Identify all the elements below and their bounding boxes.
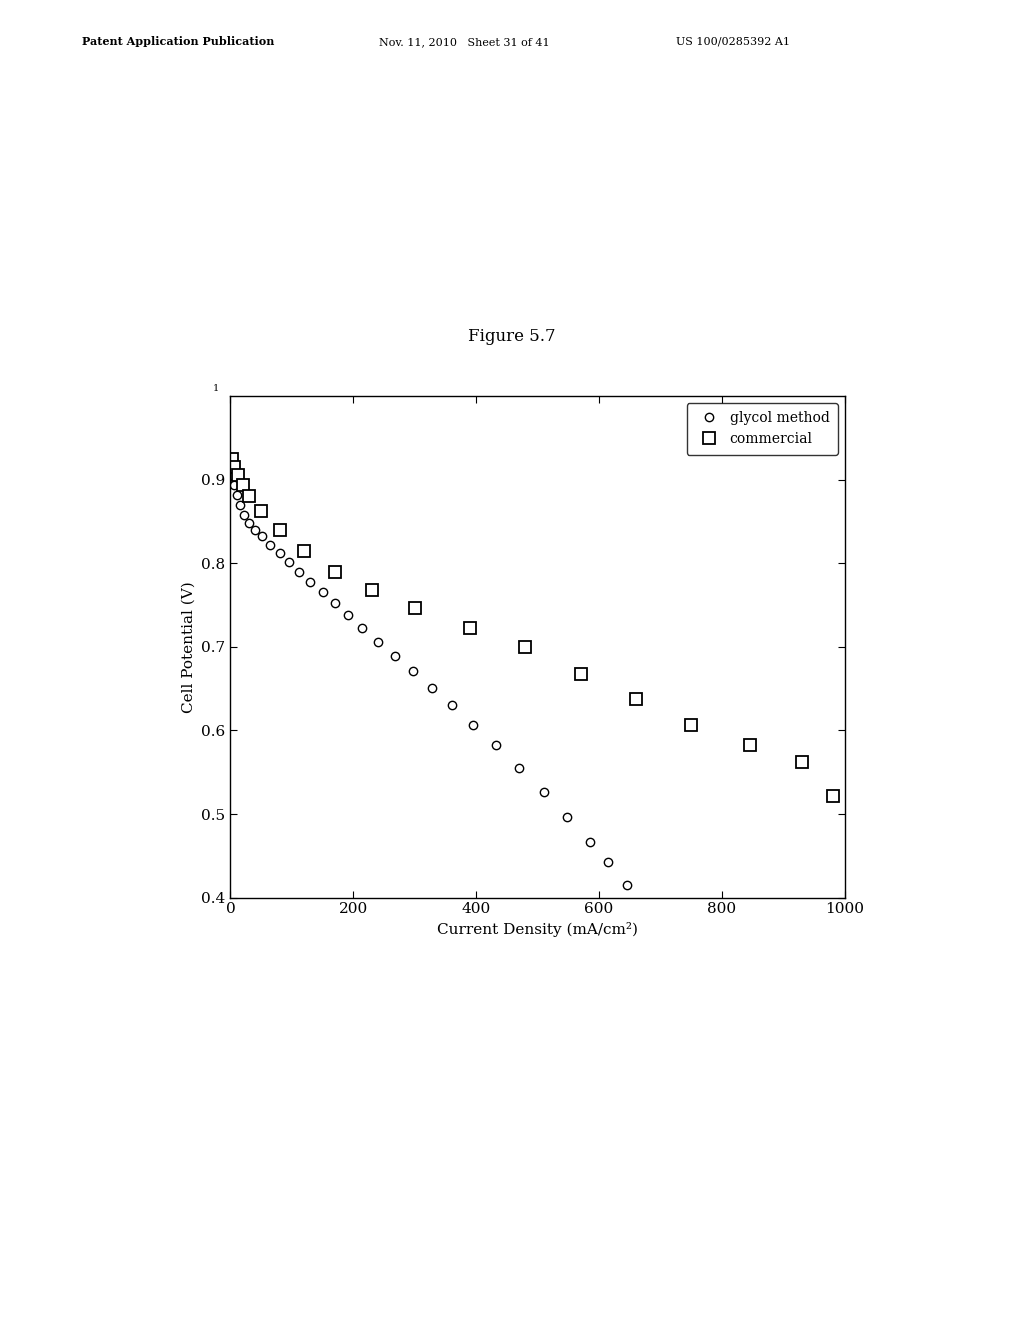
commercial [237,478,249,494]
glycol method [230,487,243,503]
glycol method [445,697,458,713]
commercial [630,690,642,706]
X-axis label: Current Density (mA/cm²): Current Density (mA/cm²) [437,921,638,937]
glycol method [316,585,329,601]
Text: Patent Application Publication: Patent Application Publication [82,36,274,48]
glycol method [228,478,241,494]
commercial [574,665,587,681]
glycol method [304,574,316,590]
glycol method [621,876,633,892]
glycol method [329,595,341,611]
glycol method [264,537,276,553]
commercial [329,564,341,579]
Text: US 100/0285392 A1: US 100/0285392 A1 [676,37,790,48]
glycol method [273,545,286,561]
glycol method [467,717,479,733]
glycol method [513,760,525,776]
Text: 1: 1 [213,384,219,393]
glycol method [538,784,550,800]
commercial [796,754,808,770]
glycol method [356,620,369,636]
commercial [298,543,310,558]
glycol method [389,648,401,664]
commercial [228,459,241,475]
glycol method [489,738,502,754]
commercial [685,718,697,734]
commercial [366,582,378,598]
glycol method [234,496,247,512]
commercial [231,467,244,483]
glycol method [225,467,238,483]
commercial [255,503,267,519]
glycol method [342,607,354,623]
glycol method [561,809,573,825]
glycol method [249,521,261,537]
commercial [826,788,839,804]
glycol method [238,507,250,523]
commercial [464,620,476,636]
commercial [743,738,756,754]
glycol method [602,854,614,870]
glycol method [407,663,419,678]
commercial [273,521,286,537]
Text: Nov. 11, 2010   Sheet 31 of 41: Nov. 11, 2010 Sheet 31 of 41 [379,37,550,48]
commercial [225,451,238,467]
glycol method [372,634,384,649]
glycol method [283,553,295,569]
glycol method [293,564,305,579]
glycol method [256,528,268,544]
Y-axis label: Cell Potential (V): Cell Potential (V) [181,581,196,713]
commercial [519,639,531,655]
glycol method [426,680,438,696]
Line: glycol method: glycol method [227,471,631,890]
commercial [243,488,255,504]
glycol method [243,515,255,531]
glycol method [584,834,596,850]
Legend: glycol method, commercial: glycol method, commercial [686,403,838,454]
commercial [409,599,421,615]
Line: commercial: commercial [226,453,838,801]
Text: Figure 5.7: Figure 5.7 [468,329,556,345]
